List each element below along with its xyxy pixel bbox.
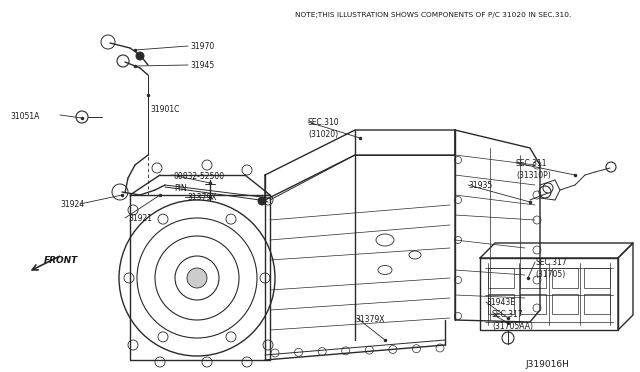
Text: (31705AA): (31705AA) xyxy=(492,322,533,331)
Text: 31970: 31970 xyxy=(190,42,214,51)
Circle shape xyxy=(258,197,266,205)
Bar xyxy=(552,294,578,314)
Text: 31945: 31945 xyxy=(190,61,214,70)
Text: J319016H: J319016H xyxy=(525,360,569,369)
Text: SEC.311: SEC.311 xyxy=(516,159,547,168)
Text: 00832-52500: 00832-52500 xyxy=(174,172,225,181)
Text: 31051A: 31051A xyxy=(10,112,40,121)
Text: 31379X: 31379X xyxy=(187,193,216,202)
Text: 31379X: 31379X xyxy=(355,315,385,324)
Bar xyxy=(520,294,546,314)
Text: SEC.317: SEC.317 xyxy=(492,310,524,319)
Bar xyxy=(520,268,546,288)
Circle shape xyxy=(136,52,144,60)
Text: NOTE;THIS ILLUSTRATION SHOWS COMPONENTS OF P/C 31020 IN SEC.310.: NOTE;THIS ILLUSTRATION SHOWS COMPONENTS … xyxy=(295,12,572,18)
Text: (31310P): (31310P) xyxy=(516,171,551,180)
Text: SEC.310: SEC.310 xyxy=(308,118,340,127)
Text: 31901C: 31901C xyxy=(150,105,179,114)
Bar xyxy=(584,294,610,314)
Text: 31935: 31935 xyxy=(468,181,492,190)
Text: 31921: 31921 xyxy=(128,214,152,223)
Text: PIN: PIN xyxy=(174,184,187,193)
Bar xyxy=(488,294,514,314)
Text: (31705): (31705) xyxy=(535,270,565,279)
Text: 31943E: 31943E xyxy=(486,298,515,307)
Bar xyxy=(552,268,578,288)
Text: FRONT: FRONT xyxy=(44,256,78,265)
Circle shape xyxy=(187,268,207,288)
Bar xyxy=(584,268,610,288)
Bar xyxy=(488,268,514,288)
Text: (31020): (31020) xyxy=(308,130,338,139)
Text: 31924: 31924 xyxy=(60,200,84,209)
Text: SEC.317: SEC.317 xyxy=(535,258,566,267)
